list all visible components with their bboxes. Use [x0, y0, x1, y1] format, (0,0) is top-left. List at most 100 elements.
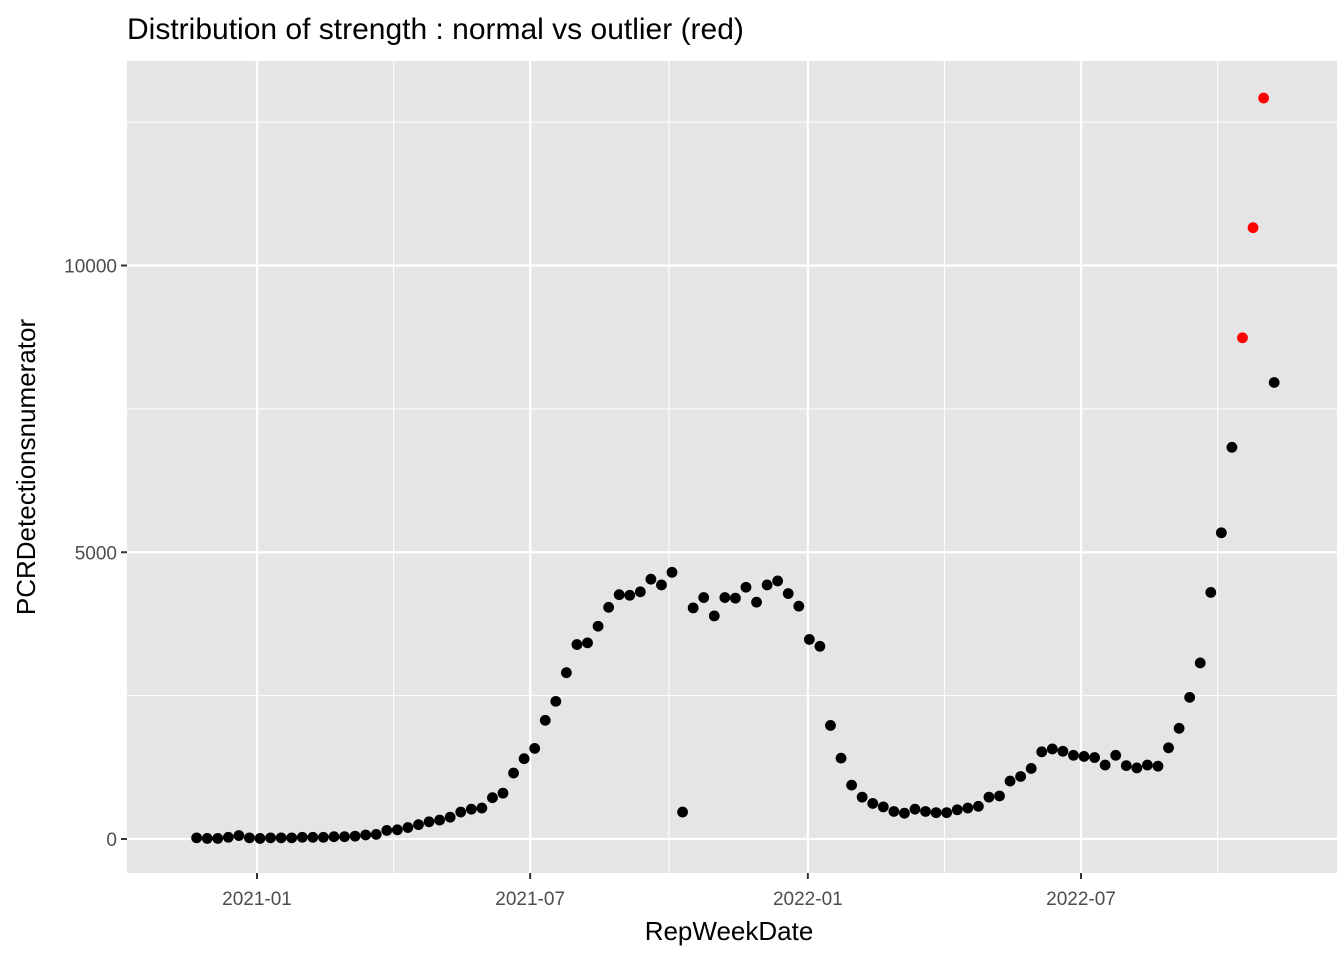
data-point	[835, 752, 847, 764]
outlier-point	[1258, 92, 1270, 104]
data-point	[413, 819, 424, 831]
plot-panel	[127, 61, 1337, 873]
data-point	[244, 832, 255, 844]
data-point	[730, 592, 741, 604]
data-point	[634, 586, 646, 598]
data-point	[1110, 749, 1122, 761]
data-point	[222, 831, 234, 843]
data-point	[508, 767, 519, 779]
data-point	[360, 829, 372, 841]
data-point	[328, 831, 340, 843]
data-point	[962, 802, 974, 814]
data-point	[296, 831, 308, 843]
y-tick-label: 5000	[75, 543, 117, 564]
data-point	[941, 807, 953, 819]
data-point	[307, 831, 319, 843]
x-tick-label: 2022-07	[1046, 889, 1116, 910]
data-point	[1068, 749, 1079, 761]
data-point	[339, 831, 350, 843]
data-point	[613, 589, 625, 601]
data-point	[877, 801, 889, 813]
data-point	[1215, 527, 1227, 539]
data-point	[1163, 742, 1174, 754]
data-point	[909, 803, 921, 815]
data-point	[719, 592, 731, 603]
data-point	[1046, 743, 1058, 755]
data-point	[846, 779, 858, 791]
data-point	[582, 637, 593, 649]
data-point	[265, 832, 276, 844]
data-point	[370, 829, 382, 840]
y-tick-label: 10000	[64, 257, 117, 278]
data-point	[793, 600, 805, 612]
data-point	[571, 639, 583, 650]
data-point	[740, 581, 752, 593]
data-point	[1194, 657, 1206, 669]
data-point	[434, 814, 446, 826]
data-point	[1089, 752, 1100, 763]
data-point	[687, 602, 699, 614]
data-point	[518, 753, 530, 765]
data-point	[1142, 759, 1153, 771]
data-point	[856, 791, 868, 803]
data-point	[761, 579, 773, 591]
data-point	[1015, 771, 1027, 782]
data-point	[1057, 745, 1069, 757]
data-point	[930, 807, 942, 819]
data-point	[539, 714, 551, 726]
x-tick-label: 2021-01	[222, 889, 292, 910]
data-point	[1025, 763, 1037, 774]
data-point	[1004, 775, 1016, 787]
data-point	[191, 832, 203, 844]
data-point	[698, 592, 710, 603]
data-point	[888, 806, 900, 817]
data-point	[455, 806, 467, 818]
data-point	[1184, 691, 1196, 703]
data-point	[983, 791, 995, 803]
data-point	[603, 601, 615, 613]
data-point	[286, 832, 298, 844]
data-point	[825, 720, 836, 731]
data-point	[772, 575, 784, 587]
data-point	[708, 610, 720, 622]
data-point	[951, 804, 963, 816]
outlier-point	[1237, 332, 1248, 344]
data-point	[624, 589, 636, 601]
data-point	[1152, 760, 1164, 772]
data-point	[391, 824, 403, 836]
data-point	[212, 833, 224, 844]
data-point	[867, 798, 879, 809]
data-point	[444, 811, 456, 823]
data-point	[592, 620, 604, 632]
x-axis-title: RepWeekDate	[645, 916, 814, 946]
data-point	[1099, 759, 1111, 771]
data-point	[1131, 762, 1143, 774]
data-point	[529, 742, 541, 754]
data-point	[666, 566, 678, 578]
x-tick-label: 2021-07	[495, 889, 565, 910]
data-point	[656, 579, 667, 591]
data-point	[254, 833, 266, 844]
data-point	[423, 816, 435, 828]
minor-gridlines	[127, 61, 1337, 873]
data-point	[560, 667, 572, 679]
data-point	[1226, 441, 1238, 453]
data-point	[465, 803, 477, 815]
data-point	[972, 800, 984, 812]
data-point	[497, 787, 509, 799]
x-tick-label: 2022-01	[773, 889, 843, 910]
data-point	[476, 802, 488, 814]
data-point	[1036, 746, 1048, 758]
data-point	[487, 792, 498, 804]
data-point	[1120, 760, 1132, 771]
data-point	[275, 832, 287, 844]
axis-tick-labels: 2021-01 2021-07 2022-01 2022-07 0 5000 10000	[64, 257, 1116, 911]
data-point	[1205, 586, 1217, 598]
major-gridlines	[127, 61, 1337, 873]
data-point	[1268, 377, 1280, 388]
data-point	[782, 588, 794, 599]
data-point	[920, 806, 931, 817]
y-axis-title: PCRDetectionsnumerator	[11, 319, 41, 616]
data-point	[677, 806, 688, 818]
